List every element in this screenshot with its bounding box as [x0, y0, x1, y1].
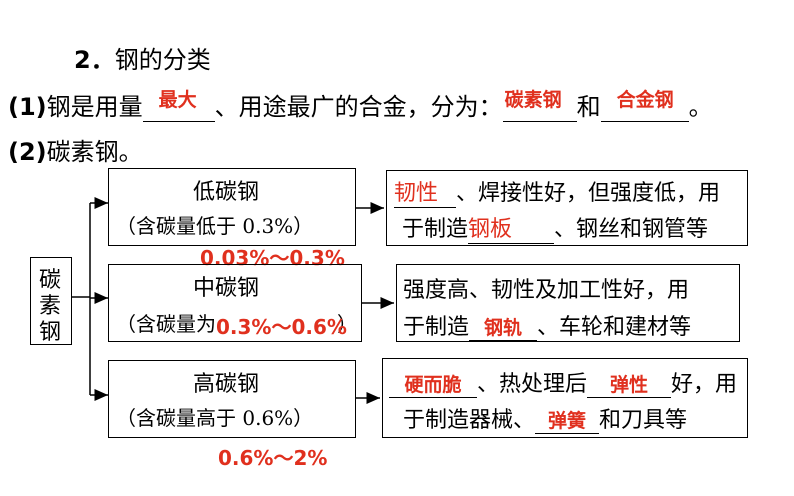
high-carbon-desc-post1: 好，用 [671, 372, 738, 397]
line-1-text-b: 、用途最广的合金，分为： [214, 93, 503, 121]
line-1-prefix: (1) [8, 93, 47, 121]
blank-hard-brittle: 硬而脆 [389, 370, 477, 398]
blank-carbon-steel: 碳素钢 [502, 89, 577, 122]
heading-number: 2． [74, 46, 115, 74]
line-1-text-c: 和 [576, 93, 601, 121]
low-carbon-range: （含碳量低于 0.3%） [116, 214, 314, 238]
low-carbon-desc-line2: 于制造钢板 、钢丝和钢管等 [402, 211, 708, 244]
line-1-text-a: 钢是用量 [46, 93, 143, 121]
section-heading: 2．钢的分类 [74, 40, 211, 75]
medium-carbon-desc-post: 、车轮和建材等 [537, 315, 692, 340]
medium-carbon-range: （含碳量为 [116, 308, 216, 337]
low-carbon-box [108, 168, 356, 246]
blank-rail: 钢轨 [469, 313, 538, 341]
high-carbon-desc-pre: 于制造器械、 [403, 408, 536, 433]
line-2: (2)碳素钢。 [8, 132, 143, 167]
high-carbon-range: （含碳量高于 0.6%） [116, 406, 314, 430]
root-char-2: 素 [39, 294, 62, 319]
answer-hard-brittle: 硬而脆 [404, 374, 462, 396]
line-1: (1)钢是用量 最大 、用途最广的合金，分为： 碳素钢 和合金钢 。 [8, 87, 713, 122]
blank-elasticity: 弹性 [587, 370, 672, 398]
low-carbon-desc-line1: 韧性 、焊接性好，但强度低，用 [394, 175, 720, 208]
medium-carbon-name: 中碳钢 [193, 276, 260, 301]
low-carbon-desc-pre: 于制造 [402, 217, 469, 242]
high-carbon-desc-post2: 和刀具等 [599, 408, 688, 433]
answer-steel-plate: 钢板 [468, 217, 513, 242]
high-carbon-desc-line2: 于制造器械、 弹簧 和刀具等 [403, 402, 687, 434]
blank-alloy-steel: 合金钢 [600, 89, 689, 122]
blank-toughness: 韧性 [394, 175, 456, 208]
high-carbon-desc-box [382, 358, 748, 438]
medium-carbon-desc-pre: 于制造 [403, 315, 470, 340]
blank-steel-plate: 钢板 [468, 211, 555, 244]
low-carbon-answer: 0.03%～0.3% [200, 246, 345, 270]
high-carbon-answer: 0.6%～2% [218, 446, 328, 470]
high-carbon-desc-line1: 硬而脆 、热处理后 弹性 好，用 [389, 366, 737, 398]
low-carbon-desc-text1: 、焊接性好，但强度低，用 [456, 181, 721, 206]
answer-carbon-steel: 碳素钢 [504, 89, 562, 111]
high-carbon-box [108, 360, 356, 438]
carbon-steel-root-box [30, 257, 72, 345]
answer-spring: 弹簧 [548, 410, 587, 432]
answer-max: 最大 [158, 89, 197, 111]
low-carbon-name: 低碳钢 [193, 180, 260, 205]
low-carbon-desc-post: 、钢丝和钢管等 [554, 217, 709, 242]
high-carbon-name: 高碳钢 [193, 372, 260, 397]
medium-carbon-box [108, 264, 362, 342]
answer-rail: 钢轨 [484, 317, 523, 339]
answer-elasticity: 弹性 [610, 374, 649, 396]
line-2-text: 碳素钢。 [46, 138, 143, 166]
medium-carbon-desc-line2: 于制造 钢轨 、车轮和建材等 [403, 309, 691, 341]
medium-carbon-desc-line1: 强度高、韧性及加工性好，用 [403, 278, 690, 303]
heading-title: 钢的分类 [114, 46, 211, 74]
low-carbon-desc-box [386, 170, 748, 246]
blank-spring: 弹簧 [535, 406, 600, 434]
root-char-1: 碳 [39, 268, 62, 293]
line-1-text-d: 。 [688, 93, 713, 121]
root-char-3: 钢 [39, 320, 62, 345]
answer-alloy-steel: 合金钢 [616, 89, 674, 111]
medium-carbon-range-tail: ） [337, 312, 357, 336]
blank-max: 最大 [142, 89, 215, 122]
medium-carbon-range-text: （含碳量为 [116, 312, 216, 336]
answer-toughness: 韧性 [394, 181, 439, 206]
medium-carbon-desc-box [396, 264, 740, 342]
high-carbon-desc-mid: 、热处理后 [477, 372, 588, 397]
medium-carbon-answer: 0.3%～0.6% [216, 315, 347, 339]
line-2-prefix: (2) [8, 138, 47, 166]
